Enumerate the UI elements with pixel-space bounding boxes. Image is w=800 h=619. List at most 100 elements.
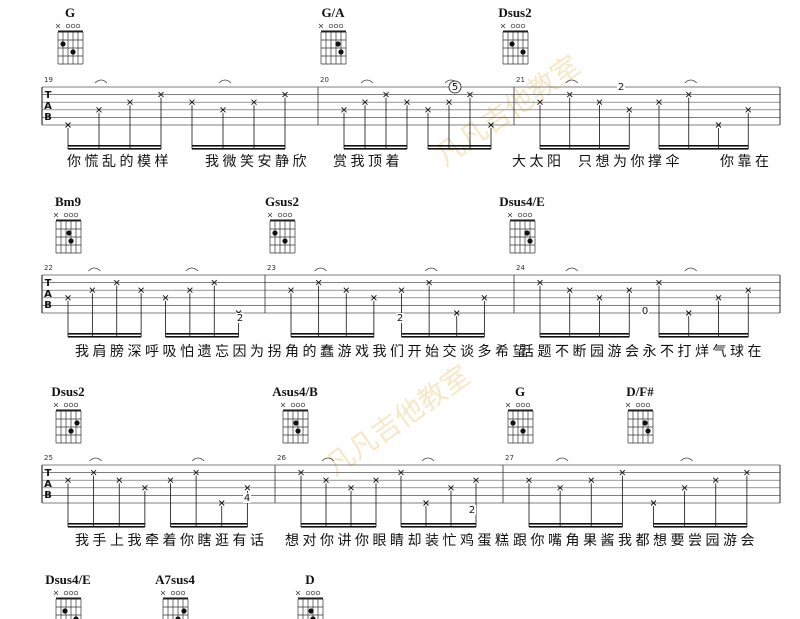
- fret-number: 5: [452, 82, 458, 93]
- beam: [659, 333, 749, 335]
- tab-label: B: [44, 112, 52, 123]
- tie: [360, 79, 374, 84]
- note: [288, 287, 294, 294]
- note: [715, 122, 722, 128]
- finger-dot: [68, 238, 74, 244]
- note: [65, 122, 71, 128]
- beam: [68, 148, 161, 150]
- measure-number: 27: [505, 454, 514, 462]
- fret-number: 2: [469, 505, 475, 516]
- open-string: [520, 402, 526, 408]
- note: [566, 91, 573, 98]
- measure-number: 19: [44, 76, 53, 84]
- beam: [401, 523, 476, 525]
- beam: [165, 336, 239, 338]
- note: [423, 500, 429, 506]
- nut: [503, 30, 528, 33]
- tie: [185, 267, 199, 272]
- note: [596, 99, 603, 106]
- tab-label: A: [44, 479, 52, 490]
- tab-label: T: [45, 278, 52, 289]
- nut: [163, 597, 188, 600]
- open-string: [277, 212, 283, 218]
- finger-dot: [62, 608, 68, 614]
- open-string: [305, 590, 311, 596]
- nut: [270, 219, 295, 222]
- tab-label: A: [44, 289, 52, 300]
- note: [656, 99, 662, 106]
- beam: [659, 148, 749, 150]
- note: [656, 279, 662, 286]
- beam: [653, 526, 747, 528]
- note: [187, 287, 193, 294]
- nut: [56, 219, 81, 222]
- open-string: [515, 23, 521, 29]
- note: [712, 477, 719, 484]
- note: [425, 106, 431, 113]
- beam: [529, 526, 623, 528]
- note: [715, 294, 722, 301]
- tie: [684, 79, 697, 84]
- open-string: [170, 590, 176, 596]
- note: [481, 294, 488, 301]
- chord-name: Asus4/B: [272, 384, 318, 399]
- nut: [321, 30, 346, 33]
- mute-string: [267, 212, 273, 218]
- tie: [94, 79, 108, 84]
- chord-name: Dsus4/E: [499, 194, 545, 209]
- note: [467, 91, 473, 98]
- tie: [88, 267, 101, 272]
- note: [745, 106, 752, 113]
- beam: [540, 148, 630, 150]
- beam: [540, 336, 630, 338]
- tie: [314, 267, 327, 272]
- fret-number: 0: [642, 306, 648, 317]
- measure-number: 20: [320, 76, 329, 84]
- beam: [659, 145, 749, 147]
- open-string: [510, 23, 516, 29]
- note: [138, 287, 144, 294]
- open-string: [328, 23, 334, 29]
- measure-number: 23: [267, 264, 276, 272]
- mute-string: [507, 212, 513, 218]
- mute-string: [500, 23, 506, 29]
- mute-string: [53, 590, 59, 596]
- note: [343, 287, 350, 294]
- beam: [170, 526, 248, 528]
- chord-name: G: [65, 5, 75, 20]
- note: [167, 477, 174, 484]
- note: [446, 99, 452, 106]
- fret-number: 2: [237, 313, 243, 324]
- open-string: [68, 590, 74, 596]
- note: [473, 477, 479, 484]
- beam: [301, 526, 376, 528]
- finger-dot: [524, 230, 530, 236]
- tie: [421, 457, 435, 462]
- note: [193, 469, 199, 476]
- open-string: [338, 23, 344, 29]
- fret-number: 2: [397, 313, 403, 324]
- note: [65, 477, 71, 484]
- string-circle: [448, 80, 462, 94]
- note: [362, 99, 368, 106]
- nut: [56, 597, 81, 600]
- finger-dot: [70, 49, 76, 55]
- open-string: [515, 402, 521, 408]
- mute-string: [53, 402, 59, 408]
- open-string: [315, 590, 321, 596]
- chord-name: Dsus2: [498, 5, 531, 20]
- beam: [291, 333, 374, 335]
- note: [681, 484, 688, 491]
- beam: [659, 336, 749, 338]
- note: [453, 310, 460, 316]
- finger-dot: [645, 428, 651, 434]
- note: [220, 106, 226, 113]
- fret-bg: [236, 313, 244, 323]
- beam: [192, 148, 285, 150]
- beam: [540, 333, 630, 335]
- note: [685, 310, 692, 316]
- note: [488, 122, 494, 128]
- note: [162, 294, 169, 301]
- beam: [68, 333, 142, 335]
- open-string: [310, 590, 316, 596]
